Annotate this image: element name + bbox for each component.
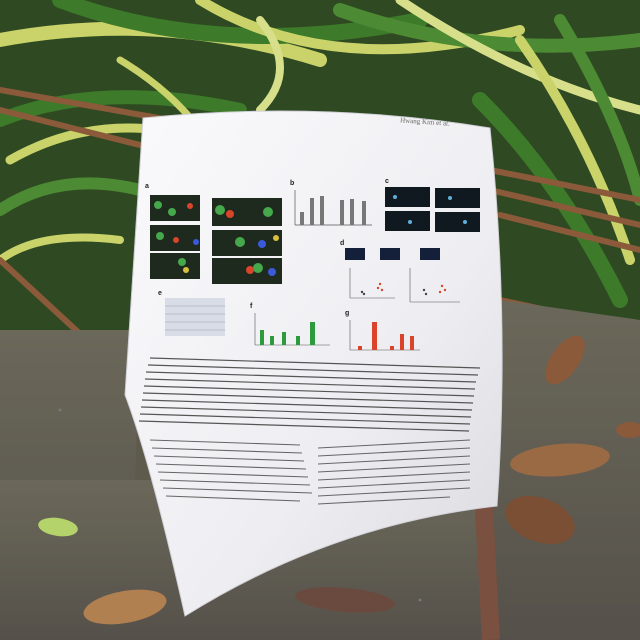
- figure-panel-f: [254, 313, 330, 346]
- paper-sheet: [124, 110, 503, 617]
- figure-panel-b: [294, 190, 372, 226]
- panel-label-g: g: [345, 310, 350, 317]
- panel-label-b: b: [290, 180, 295, 187]
- figure-panel-d: [345, 248, 460, 303]
- figure-panel-c: [385, 187, 480, 232]
- panel-label-c: c: [385, 178, 389, 185]
- dry-leaves: [38, 335, 640, 640]
- figure-panel-g: [349, 320, 420, 351]
- figure-panel-a: [150, 195, 282, 284]
- caption-text-lines: [138, 357, 481, 432]
- panel-label-a: a: [145, 183, 149, 190]
- panel-label-e: e: [158, 290, 162, 297]
- panel-label-d: d: [340, 240, 345, 247]
- body-text-lines: [149, 439, 471, 505]
- panel-label-f: f: [250, 303, 253, 310]
- figure-panel-e: [165, 298, 225, 336]
